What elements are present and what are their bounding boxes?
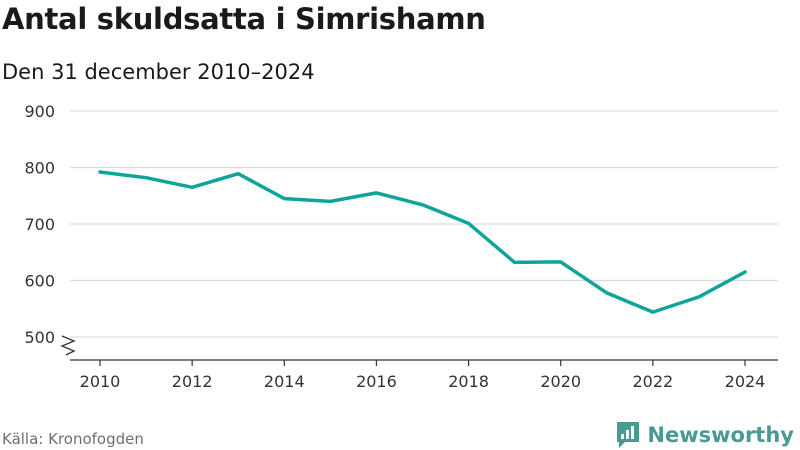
series-group: [98, 170, 747, 314]
grid-lines: [70, 110, 778, 338]
y-axis-ticks: 500 600 700 800 900: [24, 102, 55, 347]
chart-title: Antal skuldsatta i Simrishamn: [2, 2, 486, 36]
y-tick-label: 600: [24, 272, 55, 291]
y-tick-label: 700: [24, 215, 55, 234]
axis-break-zigzag: [60, 335, 76, 356]
x-axis-ticks: 2010 2012 2014 2016 2018 2020 2022 2024: [80, 360, 766, 391]
x-tick-label: 2014: [264, 372, 305, 391]
chart-subtitle: Den 31 december 2010–2024: [2, 60, 315, 84]
x-tick-label: 2024: [725, 372, 766, 391]
x-tick-label: 2010: [80, 372, 121, 391]
x-tick-label: 2012: [172, 372, 213, 391]
x-tick-label: 2016: [356, 372, 397, 391]
y-tick-label: 900: [24, 102, 55, 121]
y-tick-label: 500: [24, 328, 55, 347]
newsworthy-logo[interactable]: Newsworthy: [615, 420, 794, 450]
axis-break-icon: [60, 335, 76, 356]
x-tick-label: 2018: [448, 372, 489, 391]
x-tick-label: 2020: [540, 372, 581, 391]
newsworthy-logo-icon: [617, 422, 640, 448]
series-line: [98, 170, 747, 314]
brand-name: Newsworthy: [647, 423, 794, 447]
x-tick-label: 2022: [632, 372, 673, 391]
source-note: Källa: Kronofogden: [2, 430, 144, 448]
y-tick-label: 800: [24, 159, 55, 178]
